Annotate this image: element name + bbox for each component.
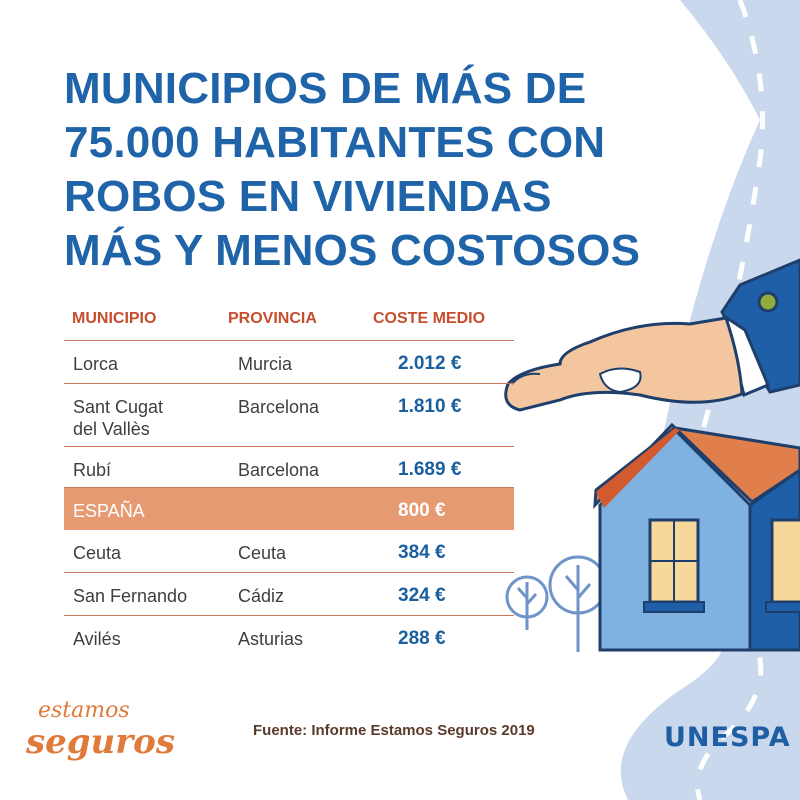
title-line: 75.000 HABITANTES CON	[64, 118, 606, 167]
cell-coste: 800 €	[398, 500, 446, 521]
cost-table: MUNICIPIO PROVINCIA COSTE MEDIO Lorca Mu…	[64, 300, 514, 658]
cell-municipio: Lorca	[73, 354, 119, 374]
source-note: Fuente: Informe Estamos Seguros 2019	[253, 722, 535, 739]
unespa-logo: UNESPA	[664, 722, 791, 753]
title-line: MUNICIPIOS DE MÁS DE	[64, 64, 587, 113]
cell-municipio: Avilés	[73, 629, 121, 649]
title-line: ROBOS EN VIVIENDAS	[64, 172, 552, 221]
cell-municipio: Rubí	[73, 460, 112, 480]
cell-coste: 2.012 €	[398, 353, 462, 374]
table-row: Lorca Murcia 2.012 €	[64, 341, 514, 384]
cell-municipio: San Fernando	[73, 586, 188, 606]
house-icon	[593, 422, 800, 652]
header-municipio: MUNICIPIO	[72, 310, 157, 327]
cell-provincia: Ceuta	[238, 543, 287, 563]
logo-text: seguros	[26, 722, 175, 762]
header-coste-medio: COSTE MEDIO	[373, 310, 486, 327]
cell-coste: 1.810 €	[398, 396, 462, 417]
cell-coste: 384 €	[398, 542, 446, 563]
table-row: Rubí Barcelona 1.689 €	[64, 447, 514, 488]
cell-municipio: Sant Cugat	[73, 397, 164, 417]
title-line: MÁS Y MENOS COSTOSOS	[64, 226, 641, 275]
table-row-highlight: ESPAÑA 800 €	[64, 488, 514, 530]
table-row: Ceuta Ceuta 384 €	[64, 530, 514, 573]
tree-icon	[505, 575, 549, 630]
cell-coste: 1.689 €	[398, 459, 462, 480]
cell-municipio: ESPAÑA	[73, 501, 145, 521]
header-provincia: PROVINCIA	[228, 310, 317, 327]
cell-municipio: Ceuta	[73, 543, 122, 563]
table-row: San Fernando Cádiz 324 €	[64, 573, 514, 616]
cell-provincia: Barcelona	[238, 397, 320, 417]
table-row: Avilés Asturias 288 €	[64, 616, 514, 658]
table-row: Sant Cugat del Vallès Barcelona 1.810 €	[64, 384, 514, 447]
estamos-seguros-logo: estamos seguros	[20, 696, 175, 776]
cell-provincia: Barcelona	[238, 460, 320, 480]
tree-icon	[548, 555, 608, 652]
hand-icon	[504, 258, 800, 412]
cell-coste: 324 €	[398, 585, 446, 606]
cell-municipio-line2: del Vallès	[73, 419, 150, 439]
cell-coste: 288 €	[398, 628, 446, 649]
table-header: MUNICIPIO PROVINCIA COSTE MEDIO	[64, 300, 514, 341]
cell-provincia: Asturias	[238, 629, 304, 649]
cell-provincia: Murcia	[238, 354, 293, 374]
page-title: MUNICIPIOS DE MÁS DE 75.000 HABITANTES C…	[64, 62, 664, 278]
cell-provincia: Cádiz	[238, 586, 285, 606]
logo-text: estamos	[38, 698, 130, 723]
